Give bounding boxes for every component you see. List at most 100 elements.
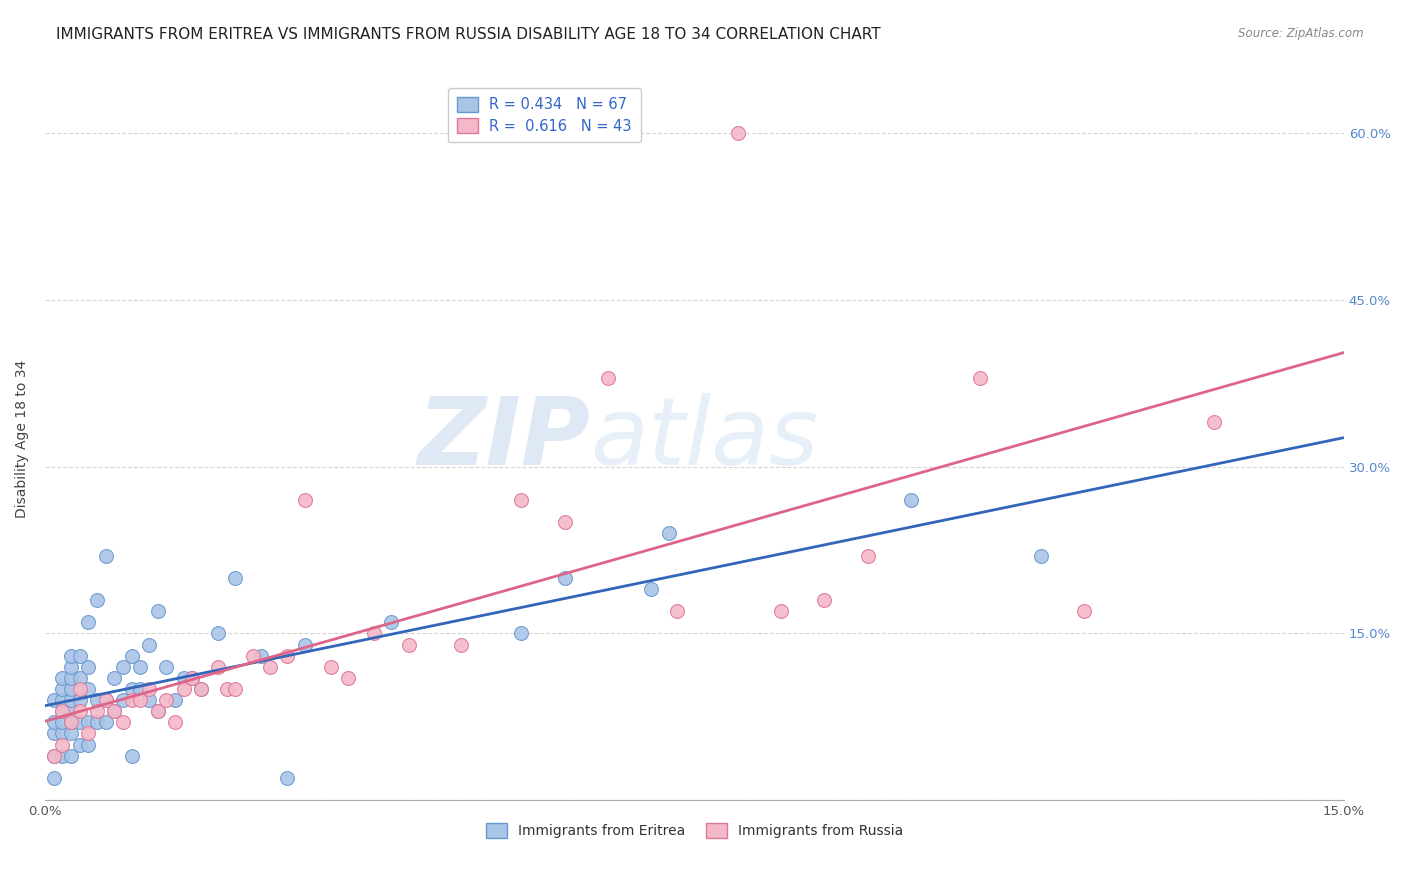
Point bbox=[59, 659, 82, 673]
Point bbox=[129, 659, 152, 673]
Point bbox=[510, 493, 533, 508]
Point bbox=[181, 671, 204, 685]
Point bbox=[181, 671, 204, 685]
Text: Source: ZipAtlas.com: Source: ZipAtlas.com bbox=[1239, 27, 1364, 40]
Point bbox=[121, 681, 143, 696]
Point bbox=[69, 738, 91, 752]
Point bbox=[813, 593, 835, 607]
Point bbox=[86, 593, 108, 607]
Point bbox=[207, 626, 229, 640]
Point bbox=[1073, 604, 1095, 618]
Point bbox=[59, 715, 82, 730]
Point bbox=[969, 370, 991, 384]
Point bbox=[900, 493, 922, 508]
Point bbox=[59, 748, 82, 763]
Point bbox=[86, 715, 108, 730]
Point bbox=[103, 704, 125, 718]
Point bbox=[59, 681, 82, 696]
Point bbox=[51, 738, 73, 752]
Point bbox=[250, 648, 273, 663]
Point bbox=[856, 549, 879, 563]
Point bbox=[121, 648, 143, 663]
Point bbox=[294, 638, 316, 652]
Point bbox=[207, 659, 229, 673]
Point bbox=[42, 771, 65, 785]
Point bbox=[51, 704, 73, 718]
Point bbox=[111, 693, 134, 707]
Point bbox=[163, 715, 186, 730]
Point bbox=[276, 648, 298, 663]
Point bbox=[190, 681, 212, 696]
Point bbox=[77, 615, 100, 630]
Point bbox=[510, 626, 533, 640]
Point bbox=[1029, 549, 1052, 563]
Point bbox=[173, 681, 195, 696]
Point bbox=[51, 693, 73, 707]
Point bbox=[94, 693, 117, 707]
Point bbox=[51, 748, 73, 763]
Point bbox=[138, 638, 160, 652]
Point bbox=[51, 681, 73, 696]
Point bbox=[42, 715, 65, 730]
Point bbox=[129, 681, 152, 696]
Point bbox=[224, 681, 246, 696]
Point bbox=[111, 659, 134, 673]
Point bbox=[69, 715, 91, 730]
Point bbox=[224, 571, 246, 585]
Point bbox=[94, 693, 117, 707]
Point bbox=[215, 681, 238, 696]
Point bbox=[163, 693, 186, 707]
Point bbox=[103, 704, 125, 718]
Point bbox=[69, 704, 91, 718]
Point bbox=[69, 671, 91, 685]
Text: ZIP: ZIP bbox=[418, 392, 591, 485]
Point bbox=[596, 370, 619, 384]
Point bbox=[77, 681, 100, 696]
Point bbox=[319, 659, 342, 673]
Point bbox=[276, 771, 298, 785]
Point bbox=[59, 726, 82, 740]
Point bbox=[59, 693, 82, 707]
Point bbox=[380, 615, 402, 630]
Point bbox=[363, 626, 385, 640]
Point bbox=[398, 638, 420, 652]
Point bbox=[111, 715, 134, 730]
Point bbox=[146, 704, 169, 718]
Text: IMMIGRANTS FROM ERITREA VS IMMIGRANTS FROM RUSSIA DISABILITY AGE 18 TO 34 CORREL: IMMIGRANTS FROM ERITREA VS IMMIGRANTS FR… bbox=[56, 27, 882, 42]
Point bbox=[77, 659, 100, 673]
Point bbox=[155, 693, 177, 707]
Point bbox=[42, 748, 65, 763]
Point bbox=[666, 604, 689, 618]
Point bbox=[77, 715, 100, 730]
Point bbox=[770, 604, 793, 618]
Point bbox=[242, 648, 264, 663]
Point bbox=[59, 704, 82, 718]
Point bbox=[138, 693, 160, 707]
Point bbox=[146, 604, 169, 618]
Point bbox=[42, 726, 65, 740]
Point bbox=[337, 671, 360, 685]
Point bbox=[294, 493, 316, 508]
Point bbox=[554, 515, 576, 529]
Point bbox=[1204, 415, 1226, 429]
Legend: Immigrants from Eritrea, Immigrants from Russia: Immigrants from Eritrea, Immigrants from… bbox=[481, 818, 908, 844]
Point bbox=[51, 715, 73, 730]
Point bbox=[129, 693, 152, 707]
Point bbox=[103, 671, 125, 685]
Point bbox=[51, 671, 73, 685]
Point bbox=[69, 681, 91, 696]
Point bbox=[77, 738, 100, 752]
Point bbox=[51, 726, 73, 740]
Y-axis label: Disability Age 18 to 34: Disability Age 18 to 34 bbox=[15, 359, 30, 518]
Text: atlas: atlas bbox=[591, 393, 818, 484]
Point bbox=[42, 748, 65, 763]
Point bbox=[59, 648, 82, 663]
Point bbox=[259, 659, 281, 673]
Point bbox=[77, 726, 100, 740]
Point bbox=[155, 659, 177, 673]
Point bbox=[86, 693, 108, 707]
Point bbox=[657, 526, 679, 541]
Point bbox=[146, 704, 169, 718]
Point bbox=[51, 704, 73, 718]
Point bbox=[190, 681, 212, 696]
